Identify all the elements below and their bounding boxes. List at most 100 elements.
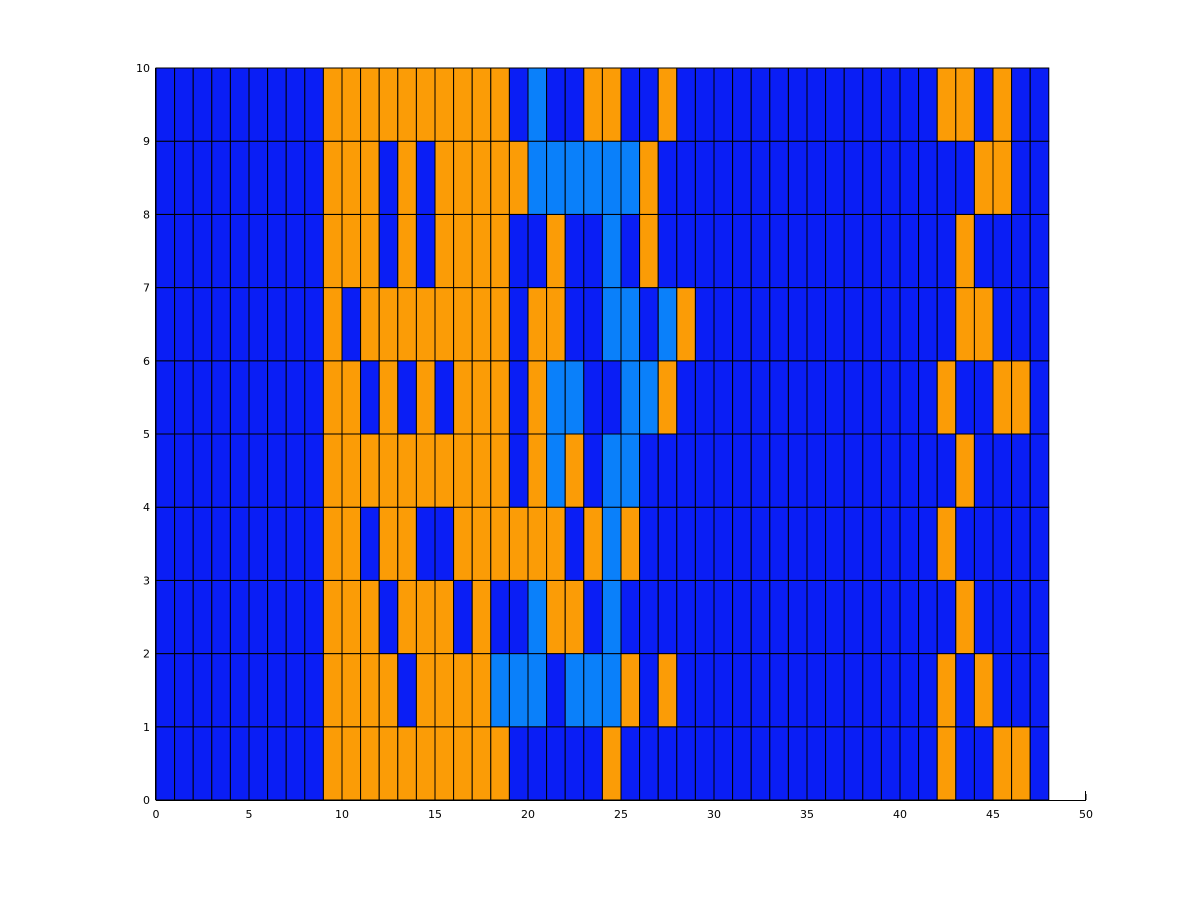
heatmap-cell [825, 360, 845, 435]
heatmap-cell [843, 67, 864, 142]
heatmap-cell [360, 140, 380, 215]
heatmap-cell [415, 433, 436, 508]
heatmap-cell [955, 653, 975, 728]
heatmap-cell [564, 433, 585, 508]
heatmap-cell [378, 579, 399, 655]
heatmap-cell [174, 579, 194, 655]
heatmap-cell [862, 653, 882, 728]
heatmap-cell [322, 653, 343, 728]
heatmap-cell [955, 67, 975, 142]
heatmap-cell [601, 360, 622, 435]
heatmap-cell [732, 360, 752, 435]
heatmap-cell [899, 360, 920, 435]
heatmap-cell [453, 213, 473, 289]
heatmap-cell [676, 67, 696, 142]
heatmap-cell [825, 67, 845, 142]
heatmap-cell [601, 67, 622, 142]
heatmap-cell [601, 579, 622, 655]
heatmap-cell [508, 140, 529, 215]
heatmap-cell [955, 726, 975, 801]
heatmap-cell [620, 287, 641, 362]
heatmap-cell [155, 213, 176, 289]
heatmap-cell [936, 579, 957, 655]
heatmap-cell [676, 653, 696, 728]
heatmap-cell [899, 213, 920, 289]
heatmap-cell [527, 360, 548, 435]
heatmap-cell [341, 433, 362, 508]
x-tick-label: 45 [986, 808, 1000, 821]
y-tick-label: 2 [143, 648, 150, 661]
heatmap-cell [825, 140, 845, 215]
heatmap-cell [843, 360, 864, 435]
heatmap-cell [155, 360, 176, 435]
heatmap-cell [397, 67, 417, 142]
heatmap-cell [880, 213, 901, 289]
heatmap-cell [732, 67, 752, 142]
heatmap-cell [490, 726, 510, 801]
heatmap-cell [899, 67, 920, 142]
y-tick-label: 8 [143, 208, 150, 221]
heatmap-cell [471, 140, 492, 215]
y-axis-ticks: 0 1 2 3 4 5 6 7 8 9 10 [136, 62, 150, 807]
heatmap-cell [862, 140, 882, 215]
heatmap-cell [360, 433, 380, 508]
heatmap-cell [787, 653, 808, 728]
heatmap-cell [787, 287, 808, 362]
heatmap-cell [174, 67, 194, 142]
heatmap-cell [397, 433, 417, 508]
heatmap-cell [285, 360, 306, 435]
heatmap-cell [378, 360, 399, 435]
y-tick-label: 9 [143, 135, 150, 148]
heatmap-cell [453, 726, 473, 801]
heatmap-cell [322, 726, 343, 801]
heatmap-cell [322, 360, 343, 435]
heatmap-cell [713, 433, 734, 508]
heatmap-cell [248, 360, 269, 435]
heatmap-cell [527, 506, 548, 581]
heatmap-cell [732, 726, 752, 801]
heatmap-cell [992, 433, 1013, 508]
heatmap-cell [750, 726, 771, 801]
heatmap-cell [453, 287, 473, 362]
heatmap-cell [1029, 433, 1050, 508]
heatmap-cell [304, 140, 324, 215]
heatmap-cell [341, 213, 362, 289]
heatmap-cell [490, 140, 510, 215]
heatmap-cell [880, 579, 901, 655]
heatmap-cell [322, 433, 343, 508]
heatmap-cell [415, 213, 436, 289]
heatmap-cell [973, 360, 994, 435]
heatmap-cell [583, 67, 603, 142]
heatmap-cell [378, 213, 399, 289]
heatmap-cell [639, 360, 659, 435]
heatmap-cell [750, 213, 771, 289]
heatmap-cell [843, 579, 864, 655]
heatmap-cell [341, 67, 362, 142]
heatmap-cell [880, 360, 901, 435]
heatmap-cell [806, 67, 827, 142]
heatmap-cell [267, 433, 287, 508]
heatmap-cell [174, 506, 194, 581]
heatmap-cell [880, 653, 901, 728]
heatmap-cell [248, 433, 269, 508]
heatmap-cell [1011, 726, 1031, 801]
heatmap-cell [229, 67, 250, 142]
heatmap-cell [694, 287, 715, 362]
heatmap-cell [229, 506, 250, 581]
heatmap-cell [546, 287, 566, 362]
heatmap-cell [583, 140, 603, 215]
heatmap-cell [732, 433, 752, 508]
heatmap-cell [415, 506, 436, 581]
heatmap-cell [676, 579, 696, 655]
heatmap-cell [973, 726, 994, 801]
heatmap-cell [434, 213, 455, 289]
heatmap-cell [471, 360, 492, 435]
heatmap-cell [304, 653, 324, 728]
heatmap-cell [639, 140, 659, 215]
heatmap-cell [880, 287, 901, 362]
heatmap-cell [304, 287, 324, 362]
heatmap-cell [248, 579, 269, 655]
heatmap-cell [453, 506, 473, 581]
heatmap-cell [192, 287, 213, 362]
heatmap-cell [1011, 67, 1031, 142]
